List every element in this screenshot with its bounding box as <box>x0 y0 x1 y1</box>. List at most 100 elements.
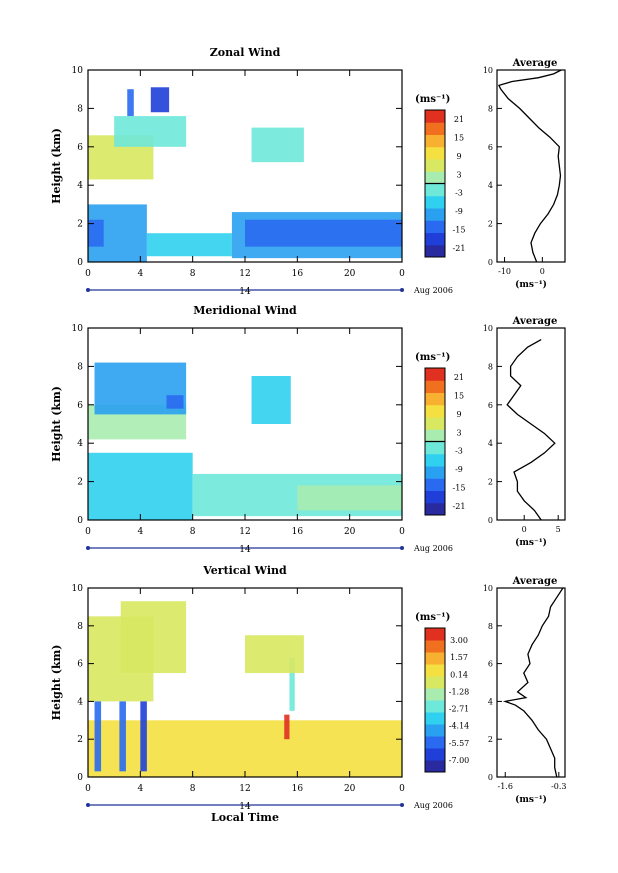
meridional-average-y-tick-label: 0 <box>488 516 493 525</box>
meridional-average-y-tick-label: 10 <box>483 324 493 333</box>
zonal-colorbar-tick-label: 3 <box>456 170 461 179</box>
meridional-x-tick-label: 0 <box>399 527 405 537</box>
vertical-heatmap-cell <box>245 635 304 674</box>
zonal-heatmap-cell <box>127 89 134 117</box>
meridional-colorbar-tick-label: 3 <box>456 428 461 437</box>
zonal-average-unit: (ms⁻¹) <box>515 279 547 290</box>
zonal-colorbar-swatch <box>425 146 445 160</box>
vertical-y-tick-label: 8 <box>77 622 83 632</box>
meridional-x-tick-label: 4 <box>137 527 143 537</box>
vertical-y-tick-label: 10 <box>72 584 84 594</box>
meridional-heatmap-cell <box>166 395 184 409</box>
vertical-x-tick-label: 8 <box>190 784 196 794</box>
zonal-colorbar-swatch <box>425 159 445 172</box>
meridional-heatmap-cell <box>251 376 291 424</box>
zonal-colorbar-swatch <box>425 220 445 233</box>
vertical-y-tick-label: 4 <box>77 697 83 707</box>
vertical-heatmap-cell <box>119 701 126 772</box>
meridional-colorbar-tick-label: -9 <box>455 465 463 474</box>
meridional-x-tick-label: 12 <box>239 527 250 537</box>
zonal-date-line-end <box>400 288 404 292</box>
vertical-colorbar-swatch <box>425 664 445 677</box>
vertical-y-axis-label: Height (km) <box>50 645 63 721</box>
meridional-colorbar-swatch <box>425 380 445 393</box>
vertical-colorbar-swatch <box>425 712 445 725</box>
meridional-y-tick-label: 8 <box>77 362 83 372</box>
meridional-average-title: Average <box>512 316 558 327</box>
vertical-date-line-start <box>86 803 90 807</box>
zonal-average-y-tick-label: 4 <box>488 181 493 190</box>
meridional-x-tick-label: 8 <box>190 527 196 537</box>
vertical-day-label: 14 <box>239 802 251 812</box>
meridional-colorbar-swatch <box>425 490 445 504</box>
meridional-x-tick-label: 16 <box>292 527 304 537</box>
meridional-colorbar-swatch <box>425 417 445 430</box>
zonal-average-y-tick-label: 2 <box>488 220 493 229</box>
zonal-heatmap <box>88 87 402 262</box>
meridional-average-y-tick-label: 2 <box>488 478 493 487</box>
meridional-average-y-tick-label: 4 <box>488 439 493 448</box>
meridional-colorbar-tick-label: 15 <box>454 392 464 401</box>
vertical-colorbar-tick-label: -2.71 <box>449 705 470 714</box>
meridional-y-tick-label: 10 <box>72 324 84 334</box>
zonal-average-title: Average <box>512 58 558 69</box>
vertical-average-title: Average <box>512 576 558 587</box>
zonal-x-tick-label: 16 <box>292 269 304 279</box>
vertical-date-line-end <box>400 803 404 807</box>
zonal-date-line-start <box>86 288 90 292</box>
meridional-colorbar-swatch <box>425 441 445 455</box>
zonal-y-tick-label: 6 <box>77 143 83 153</box>
vertical-colorbar-tick-label: -1.28 <box>449 687 470 696</box>
zonal-y-tick-label: 8 <box>77 104 83 114</box>
vertical-colorbar-swatch <box>425 640 445 653</box>
vertical-x-tick-label: 4 <box>137 784 143 794</box>
meridional-colorbar-swatch <box>425 502 445 516</box>
vertical-colorbar-swatch <box>425 724 445 737</box>
zonal-y-axis-label: Height (km) <box>50 128 63 204</box>
meridional-colorbar-swatch <box>425 368 445 381</box>
zonal-average-y-tick-label: 0 <box>488 258 493 267</box>
zonal-colorbar-tick-label: -9 <box>455 207 463 216</box>
zonal-x-tick-label: 0 <box>399 269 405 279</box>
zonal-colorbar-swatch <box>425 244 445 258</box>
zonal-average-profile-line <box>497 69 562 263</box>
vertical-colorbar-tick-label: -4.14 <box>449 722 470 731</box>
vertical-average-x-tick-label: -0.3 <box>551 782 566 791</box>
zonal-date-label: Aug 2006 <box>413 286 453 295</box>
meridional-heatmap-cell <box>88 452 193 520</box>
zonal-average-x-tick-label: -10 <box>498 267 511 276</box>
vertical-colorbar-swatch <box>425 676 445 689</box>
meridional-y-axis-label: Height (km) <box>50 386 63 462</box>
meridional-colorbar-tick-label: -15 <box>453 483 466 492</box>
vertical-date-label: Aug 2006 <box>413 801 453 810</box>
zonal-heatmap-cell <box>146 233 232 257</box>
meridional-colorbar-unit: (ms⁻¹) <box>415 352 450 363</box>
vertical-x-tick-label: 12 <box>239 784 250 794</box>
zonal-colorbar-swatch <box>425 110 445 123</box>
vertical-colorbar-tick-label: 3.00 <box>450 636 468 645</box>
meridional-y-tick-label: 0 <box>77 516 83 526</box>
zonal-heatmap-cell <box>251 127 304 163</box>
zonal-colorbar-tick-label: -3 <box>455 189 463 198</box>
zonal-colorbar-unit: (ms⁻¹) <box>415 94 450 105</box>
zonal-colorbar-swatch <box>425 195 445 209</box>
vertical-colorbar-swatch <box>425 628 445 641</box>
zonal-title: Zonal Wind <box>210 46 281 59</box>
zonal-average-y-tick-label: 6 <box>488 143 493 152</box>
vertical-colorbar-swatch <box>425 700 445 713</box>
vertical-heatmap-cell <box>289 657 295 711</box>
meridional-average-x-tick-label: 5 <box>556 525 561 534</box>
vertical-average-y-tick-label: 2 <box>488 735 493 744</box>
vertical-heatmap-cell <box>140 701 147 772</box>
meridional-y-tick-label: 4 <box>77 439 83 449</box>
meridional-colorbar-tick-label: 9 <box>456 410 461 419</box>
zonal-colorbar-tick-label: -15 <box>453 225 466 234</box>
vertical-colorbar-swatch <box>425 688 445 701</box>
zonal-heatmap-cell <box>88 219 104 247</box>
vertical-average-y-tick-label: 6 <box>488 660 493 669</box>
zonal-heatmap-cell <box>114 116 187 147</box>
meridional-average-profile-line <box>506 338 556 521</box>
meridional-colorbar-swatch <box>425 404 445 418</box>
